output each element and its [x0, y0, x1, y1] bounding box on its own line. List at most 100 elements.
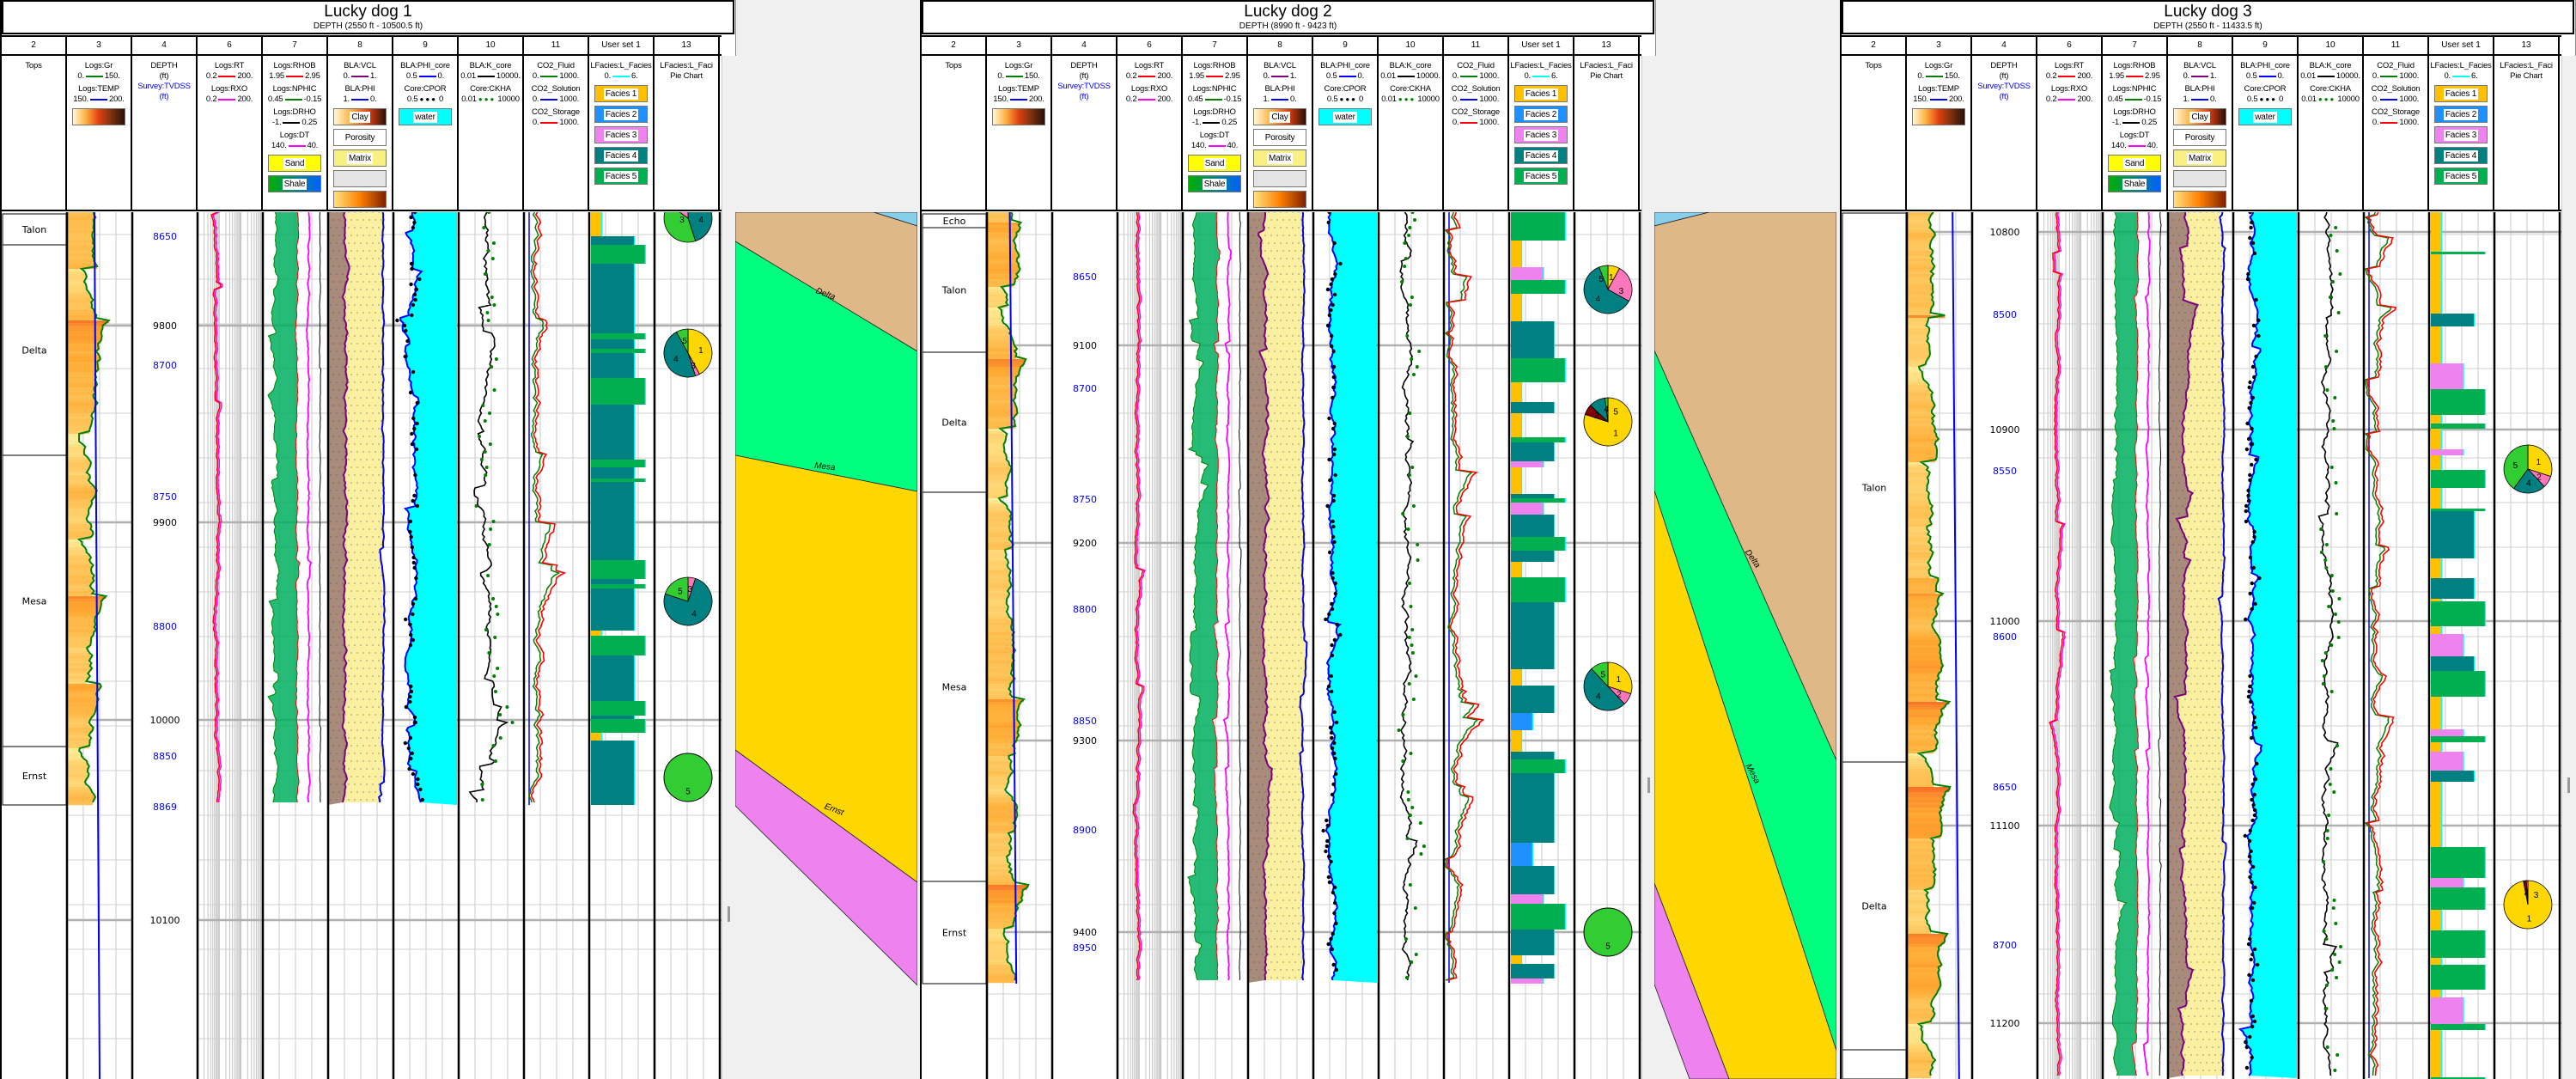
lithology-dot: [2184, 946, 2186, 948]
lithology-dot: [1276, 343, 1278, 344]
track-header-3[interactable]: 6: [198, 37, 263, 54]
gr-fill-band: [1907, 991, 1939, 994]
scrollbar-thumb[interactable]: [2567, 777, 2570, 793]
ckha-point: [483, 419, 487, 423]
lithology-dot: [362, 420, 364, 422]
track-header-0[interactable]: 2: [1842, 37, 1907, 54]
cpor-point: [1331, 375, 1336, 380]
legend-max: 10000.: [2335, 71, 2360, 81]
correlation-zone-talon[interactable]: [735, 212, 917, 352]
lithology-dot: [1262, 582, 1264, 584]
track-header-1[interactable]: 3: [987, 37, 1052, 54]
track-header-3[interactable]: 6: [1117, 37, 1183, 54]
lithology-dot: [1292, 629, 1294, 631]
track-header-5[interactable]: 8: [328, 37, 393, 54]
track-header-1[interactable]: 3: [67, 37, 132, 54]
track-header-10[interactable]: 13: [1574, 37, 1640, 54]
track-header-0[interactable]: 2: [2, 37, 67, 54]
facies-pie-chart[interactable]: 5: [663, 753, 713, 802]
correlation-zone-ernst[interactable]: [735, 749, 917, 986]
correlation-zone-delta[interactable]: [1654, 350, 1836, 1052]
track-header-10[interactable]: 13: [655, 37, 720, 54]
lithology-dot: [1288, 760, 1290, 762]
track-header-7[interactable]: 10: [2299, 37, 2364, 54]
correlation-zone-delta[interactable]: [735, 241, 917, 492]
top-name[interactable]: Delta: [941, 418, 966, 429]
ckha-point: [1411, 698, 1416, 701]
track-header-4[interactable]: 7: [1183, 37, 1248, 54]
facies-pie-chart[interactable]: 43: [663, 212, 713, 243]
gr-fill-band: [1907, 375, 1923, 378]
correlation-zone-mesa[interactable]: [1654, 490, 1836, 1079]
facies-pie-chart[interactable]: 12 3: [2503, 880, 2553, 930]
gr-fill-band: [1907, 542, 1929, 546]
gr-fill-band: [1907, 1047, 1928, 1051]
gr-fill-band: [987, 746, 1014, 749]
track-header-0[interactable]: 2: [922, 37, 987, 54]
lithology-dot: [2196, 899, 2198, 901]
track-header-2[interactable]: 4: [132, 37, 198, 54]
track-header-1[interactable]: 3: [1907, 37, 1972, 54]
gr-fill-band: [987, 880, 1014, 883]
track-header-3[interactable]: 6: [2037, 37, 2103, 54]
lithology-dot: [2196, 652, 2198, 654]
track-header-4[interactable]: 7: [263, 37, 328, 54]
top-name[interactable]: Talon: [941, 285, 966, 296]
track-header-6[interactable]: 9: [2233, 37, 2299, 54]
vertical-scrollbar[interactable]: [722, 56, 736, 1079]
lithology-dot: [2194, 629, 2195, 631]
top-name[interactable]: Delta: [21, 345, 46, 357]
track-header-9[interactable]: User set 1: [589, 37, 655, 54]
top-name[interactable]: Ernst: [942, 928, 967, 939]
lithology-dot: [1282, 853, 1284, 855]
track-header-9[interactable]: User set 1: [1509, 37, 1574, 54]
scrollbar-thumb[interactable]: [1647, 777, 1650, 793]
gr-fill-band: [67, 722, 89, 726]
gr-fill-band: [987, 872, 1010, 875]
top-name[interactable]: Echo: [943, 216, 966, 227]
gr-fill-band: [67, 233, 93, 236]
cpor-point: [2249, 957, 2253, 962]
lithology-dot: [1300, 961, 1302, 963]
top-name[interactable]: Talon: [21, 224, 46, 235]
top-name[interactable]: Mesa: [942, 682, 967, 693]
track-header-7[interactable]: 10: [1379, 37, 1444, 54]
track-header-5[interactable]: 8: [1248, 37, 1313, 54]
track-header-2[interactable]: 4: [1972, 37, 2037, 54]
track-header-7[interactable]: 10: [459, 37, 524, 54]
ckha-point: [1403, 241, 1407, 245]
lithology-dot: [1280, 474, 1282, 476]
track-header-8[interactable]: 11: [2364, 37, 2429, 54]
track-header-6[interactable]: 9: [393, 37, 459, 54]
correlation-zone-mesa[interactable]: [735, 454, 917, 883]
track-header-6[interactable]: 9: [1313, 37, 1379, 54]
pie-slice: [663, 753, 713, 802]
top-name[interactable]: Mesa: [22, 596, 47, 607]
lithology-dot: [2170, 258, 2171, 259]
vertical-scrollbar[interactable]: [1641, 56, 1656, 1079]
track-header-8[interactable]: 11: [1444, 37, 1509, 54]
correlation-zone-ernst[interactable]: [1654, 882, 1730, 1079]
track-header-9[interactable]: User set 1: [2429, 37, 2494, 54]
lithology-dot: [354, 258, 356, 259]
top-name[interactable]: Ernst: [22, 771, 47, 782]
facies-pie-chart[interactable]: 345: [663, 576, 713, 626]
gr-fill-band: [1907, 558, 1931, 561]
top-name[interactable]: Delta: [1861, 901, 1886, 912]
track-header-2[interactable]: 4: [1052, 37, 1117, 54]
top-name[interactable]: Talon: [1861, 483, 1886, 494]
track-header-8[interactable]: 11: [524, 37, 589, 54]
gr-fill-band: [987, 980, 1015, 984]
track-header-4[interactable]: 7: [2103, 37, 2168, 54]
scrollbar-thumb[interactable]: [728, 906, 730, 922]
vertical-scrollbar[interactable]: [2561, 56, 2576, 1079]
lithology-dot: [330, 613, 332, 615]
facies-pie-chart[interactable]: 5: [1583, 907, 1633, 957]
track-header-5[interactable]: 8: [2168, 37, 2233, 54]
track-header-10[interactable]: 13: [2494, 37, 2560, 54]
